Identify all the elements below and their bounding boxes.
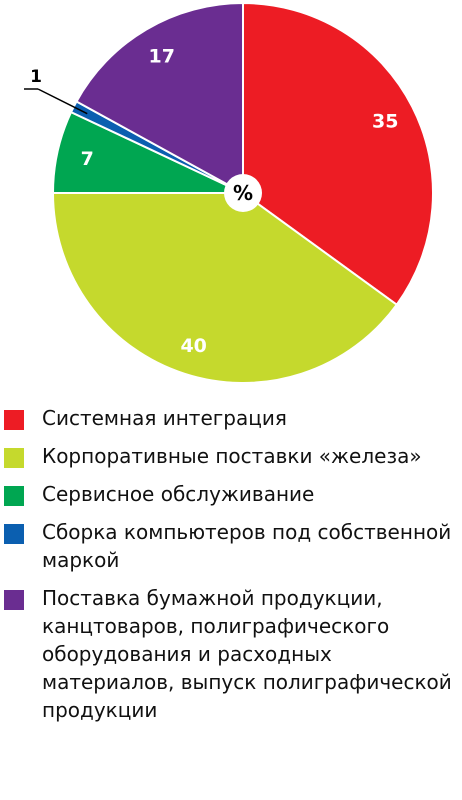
slice-value-label: 17 bbox=[149, 46, 175, 68]
legend-item-service: Сервисное обслуживание bbox=[0, 480, 462, 508]
pie-chart: 35 40 7 1 17 % bbox=[24, 1, 434, 384]
legend-label: Сборка компьютеров под собственной марко… bbox=[42, 520, 452, 572]
legend-swatch bbox=[4, 486, 24, 506]
slice-value-label: 7 bbox=[81, 148, 94, 170]
legend-swatch bbox=[4, 448, 24, 468]
slice-value-label: 35 bbox=[372, 111, 398, 133]
pie-slice bbox=[51, 192, 399, 384]
legend-item-system-integration: Системная интеграция bbox=[0, 404, 462, 432]
legend-label: Корпоративные поставки «железа» bbox=[42, 444, 422, 468]
legend-item-own-brand-assembly: Сборка компьютеров под собственной марко… bbox=[0, 518, 462, 574]
pie-center-label: % bbox=[233, 181, 253, 205]
pie-slices bbox=[51, 1, 434, 384]
legend-item-paper-products: Поставка бумажной продукции, канцтоваров… bbox=[0, 584, 462, 724]
pie-center-hole bbox=[224, 174, 262, 212]
slice-leader-line bbox=[37, 88, 88, 115]
slice-value-label: 1 bbox=[30, 67, 42, 87]
pie-slice bbox=[75, 1, 244, 195]
legend-item-corporate-hardware: Корпоративные поставки «железа» bbox=[0, 442, 462, 470]
legend-swatch bbox=[4, 590, 24, 610]
chart-legend: Системная интеграция Корпоративные поста… bbox=[0, 404, 462, 734]
legend-label: Сервисное обслуживание bbox=[42, 482, 315, 506]
pie-slice bbox=[242, 1, 434, 307]
slice-value-labels: 35 40 7 1 17 bbox=[30, 46, 398, 357]
legend-swatch bbox=[4, 410, 24, 430]
legend-label: Системная интеграция bbox=[42, 406, 287, 430]
legend-label: Поставка бумажной продукции, канцтоваров… bbox=[42, 586, 452, 722]
slice-value-label: 40 bbox=[180, 335, 206, 357]
legend-swatch bbox=[4, 524, 24, 544]
